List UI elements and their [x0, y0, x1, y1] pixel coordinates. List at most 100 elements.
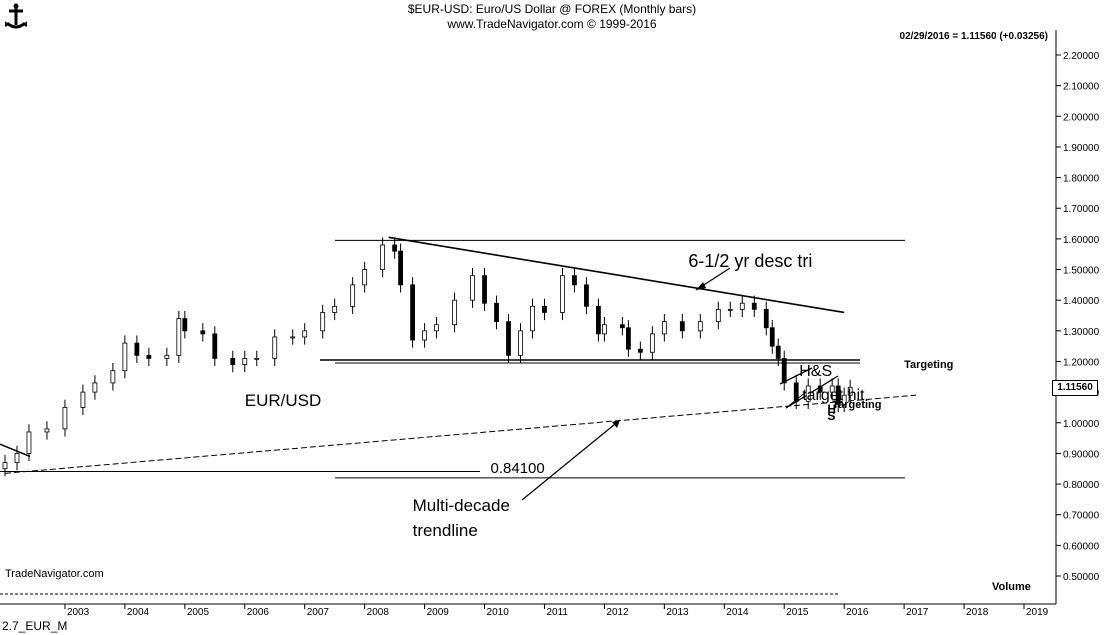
- candle-body: [362, 269, 368, 286]
- candle-body: [793, 382, 799, 402]
- x-tick-label: 2006: [247, 607, 270, 618]
- y-tick-label: 1.20000: [1063, 357, 1100, 368]
- x-tick-label: 2017: [906, 607, 929, 618]
- candle-body: [775, 345, 781, 359]
- trade-navigator-logo-icon: [5, 3, 27, 29]
- candle-body: [392, 244, 398, 252]
- x-tick-label: 2014: [726, 607, 749, 618]
- candle-body: [572, 275, 577, 286]
- candle-body: [679, 321, 685, 332]
- desc-triangle-trendline: [388, 236, 845, 314]
- candle-body: [332, 305, 338, 313]
- y-tick-label: 0.50000: [1063, 572, 1100, 583]
- candle-body: [92, 382, 98, 393]
- candle-body: [584, 284, 589, 307]
- y-tick-label: 2.10000: [1063, 82, 1100, 93]
- x-tick-label: 2015: [786, 607, 809, 618]
- x-tick-label: 2004: [127, 607, 150, 618]
- chart-annotation: S: [827, 409, 836, 424]
- candle-body: [302, 330, 308, 338]
- x-tick-label: 2013: [666, 607, 689, 618]
- candle-body: [422, 330, 427, 341]
- candle-body: [805, 385, 811, 402]
- candle-body: [470, 275, 475, 301]
- chart-annotation: 6-1/2 yr desc tri: [688, 251, 813, 272]
- last-quote: 02/29/2016 = 1.11560 (+0.03256): [899, 31, 1048, 42]
- early-trendline: [0, 443, 31, 458]
- candle-body: [272, 336, 278, 359]
- candle-body: [26, 431, 32, 454]
- candle-body: [727, 308, 733, 311]
- candle-body: [176, 318, 182, 356]
- chart-annotation: H: [827, 401, 837, 416]
- candle-body: [62, 407, 68, 430]
- candle-body: [350, 284, 356, 307]
- candle-body: [134, 342, 140, 356]
- candle-body: [829, 385, 835, 393]
- candle-body: [254, 358, 260, 360]
- candle-body: [625, 327, 631, 350]
- x-tick-label: 2009: [427, 607, 450, 618]
- desc-tri-arrowhead: [696, 282, 706, 290]
- candle-body: [398, 250, 404, 286]
- y-tick-label: 1.80000: [1063, 174, 1100, 185]
- chart-annotation: target hit: [802, 387, 865, 405]
- y-tick-label: 0.70000: [1063, 511, 1100, 522]
- y-tick-label: 1.30000: [1063, 327, 1100, 338]
- y-tick-label: 0.90000: [1063, 449, 1100, 460]
- y-tick-label: 1.70000: [1063, 204, 1100, 215]
- y-tick-label: 1.60000: [1063, 235, 1100, 246]
- candle-body: [751, 302, 757, 310]
- candle-body: [122, 342, 128, 372]
- chart-annotation: Targeting: [904, 359, 954, 372]
- candle-body: [452, 299, 457, 326]
- chart-annotation: EUR/USD: [244, 391, 322, 411]
- x-tick-label: 2019: [1026, 607, 1049, 618]
- candle-body: [763, 308, 769, 329]
- chart-annotation: Targeting: [832, 399, 882, 412]
- candle-body: [380, 244, 386, 270]
- candle-body: [637, 348, 643, 353]
- y-tick-label: 0.80000: [1063, 480, 1100, 491]
- candle-body: [212, 333, 218, 359]
- chart-annotation: trendline: [412, 520, 478, 540]
- candle-body: [242, 358, 248, 365]
- candle-body: [290, 336, 296, 339]
- x-tick-label: 2008: [367, 607, 390, 618]
- x-tick-label: 2016: [846, 607, 869, 618]
- candle-body: [602, 324, 607, 335]
- candle-body: [230, 358, 236, 365]
- candle-body: [661, 321, 667, 335]
- candle-body: [817, 385, 823, 393]
- candle-body: [697, 321, 703, 332]
- candle-body: [146, 354, 152, 359]
- candle-body: [560, 275, 565, 313]
- candle-body: [80, 391, 86, 408]
- x-tick-label: 2005: [187, 607, 210, 618]
- x-tick-label: 2007: [307, 607, 330, 618]
- candle-body: [781, 358, 787, 384]
- multi-decade-trendline: [4, 394, 917, 474]
- candle-body: [482, 275, 487, 304]
- candle-body: [835, 385, 841, 405]
- y-tick-label: 0.60000: [1063, 541, 1100, 552]
- x-tick-label: 2010: [487, 607, 510, 618]
- candle-body: [530, 305, 535, 332]
- x-tick-label: 2011: [546, 607, 568, 618]
- candle-body: [200, 330, 206, 335]
- watermark: TradeNavigator.com: [5, 568, 104, 580]
- x-tick-label: 2018: [966, 607, 989, 618]
- candle-body: [518, 330, 523, 356]
- volume-label: Volume: [992, 581, 1031, 593]
- y-tick-label: 1.50000: [1063, 266, 1100, 277]
- candle-body: [44, 428, 50, 433]
- x-tick-label: 2003: [67, 607, 90, 618]
- chart-title: $EUR-USD: Euro/US Dollar @ FOREX (Monthl…: [407, 2, 697, 16]
- candle-body: [841, 394, 847, 405]
- candle-body: [769, 327, 775, 347]
- candle-body: [715, 308, 721, 323]
- candle-body: [14, 453, 20, 464]
- candle-body: [649, 333, 655, 353]
- candle-body: [182, 318, 188, 332]
